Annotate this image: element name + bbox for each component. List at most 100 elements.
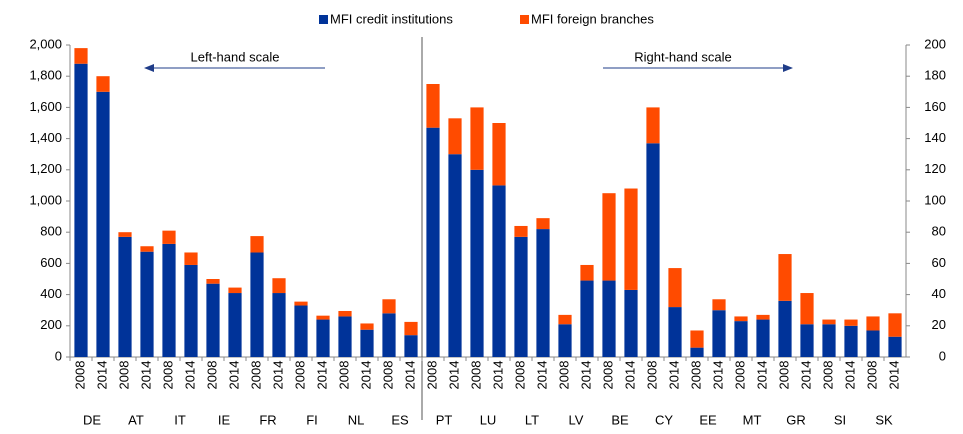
y-tick-label: 600 [40,255,62,270]
x-tick-label: 2014 [314,361,329,390]
bar-segment [294,301,308,306]
group-label: BE [611,412,629,427]
bar-segment [96,91,110,358]
x-tick-label: 2014 [666,361,681,390]
x-tick-label: 2014 [182,361,197,390]
annotation: Right-hand scale [634,49,732,64]
bar-segment [140,246,154,252]
x-tick-label: 2008 [688,361,703,390]
x-tick-label: 2014 [886,361,901,390]
group-label: SI [834,412,846,427]
bar-segment [800,293,814,325]
x-tick-label: 2008 [864,361,879,390]
bar-segment [272,278,286,294]
bar-segment [624,289,638,357]
x-tick-label: 2014 [446,361,461,390]
x-tick-label: 2008 [732,361,747,390]
bar-segment [228,293,242,357]
bar-segment [888,313,902,337]
bar-segment [404,321,418,336]
x-tick-label: 2008 [424,361,439,390]
x-tick-label: 2014 [842,361,857,390]
annotation: Left-hand scale [191,49,280,64]
group-label: NL [348,412,365,427]
y-tick-label: 1,800 [29,68,62,83]
bar-segment [536,229,550,357]
bar-segment [382,313,396,357]
group-label: LU [480,412,497,427]
bar-segment [184,252,198,265]
y-tick-label: 1,400 [29,130,62,145]
y-tick-label: 1,200 [29,161,62,176]
group-label: CY [655,412,673,427]
x-tick-label: 2014 [754,361,769,390]
bar-segment [822,319,836,325]
bar-segment [734,316,748,322]
bar-segment [162,230,176,244]
bar-segment [140,251,154,357]
x-tick-label: 2014 [798,361,813,390]
x-tick-label: 2008 [116,361,131,390]
bar-segment [96,76,110,92]
bar-segment [756,314,770,320]
group-label: GR [786,412,806,427]
bar-segment [778,254,792,301]
y2-tick-label: 180 [924,68,946,83]
bar-segment [492,185,506,357]
y2-tick-label: 120 [924,161,946,176]
bar-segment [294,305,308,357]
y-tick-label: 200 [40,317,62,332]
x-tick-label: 2014 [578,361,593,390]
bar-segment [360,329,374,357]
x-tick-label: 2008 [336,361,351,390]
bar-segment [756,319,770,357]
x-tick-label: 2014 [710,361,725,390]
bar-segment [580,280,594,357]
bar-segment [712,310,726,357]
bar-segment [448,118,462,155]
bar-segment [514,225,528,237]
y2-tick-label: 80 [932,224,946,239]
bar-segment [844,319,858,326]
legend-label: MFI credit institutions [330,11,453,26]
x-tick-label: 2008 [292,361,307,390]
x-tick-label: 2008 [600,361,615,390]
group-label: SK [875,412,893,427]
bar-segment [624,188,638,290]
legend-label: MFI foreign branches [531,11,654,26]
bar-segment [206,283,220,357]
bar-segment [822,324,836,357]
bar-segment [74,63,88,357]
group-label: EE [699,412,717,427]
y-tick-label: 1,600 [29,99,62,114]
x-tick-label: 2014 [534,361,549,390]
bar-segment [712,299,726,311]
x-tick-label: 2014 [94,361,109,390]
bar-segment [316,319,330,357]
group-label: ES [391,412,409,427]
bar-segment [844,325,858,357]
bar-segment [470,107,484,170]
bar-segment [382,299,396,314]
x-tick-label: 2014 [270,361,285,390]
y-tick-label: 400 [40,286,62,301]
bar-segment [206,279,220,284]
bar-segment [888,336,902,357]
y2-tick-label: 200 [924,36,946,51]
bar-segment [338,316,352,357]
group-label: LT [525,412,539,427]
bar-segment [602,193,616,281]
bar-segment [492,123,506,186]
x-tick-label: 2008 [776,361,791,390]
group-label: MT [743,412,762,427]
group-label: PT [436,412,453,427]
bar-segment [162,243,176,357]
bar-segment [866,316,880,331]
bar-segment [734,321,748,357]
bar-segment [360,323,374,330]
bar-segment [690,330,704,348]
x-tick-label: 2014 [358,361,373,390]
x-tick-label: 2008 [380,361,395,390]
x-tick-label: 2014 [490,361,505,390]
